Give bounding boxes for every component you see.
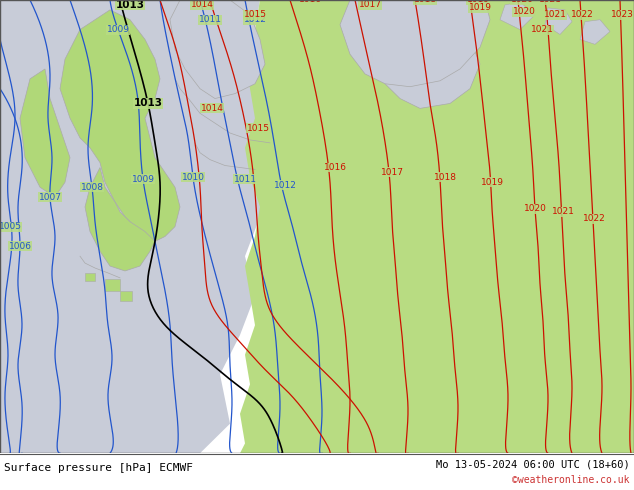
Text: ©weatheronline.co.uk: ©weatheronline.co.uk [512,475,630,485]
Polygon shape [85,168,155,271]
Text: 1009: 1009 [107,25,129,34]
Polygon shape [340,0,490,87]
Text: 1009: 1009 [131,175,155,184]
Text: 1016: 1016 [323,163,347,172]
Polygon shape [170,0,265,98]
Polygon shape [500,2,535,29]
Text: 1012: 1012 [273,181,297,190]
Polygon shape [240,0,634,453]
Text: 1019: 1019 [467,0,489,4]
Text: 1014: 1014 [191,0,214,9]
Polygon shape [545,8,572,34]
Text: 1013: 1013 [134,98,162,108]
Text: 1020: 1020 [512,7,536,16]
Text: 1020: 1020 [510,0,533,4]
Text: Surface pressure [hPa] ECMWF: Surface pressure [hPa] ECMWF [4,463,193,473]
Polygon shape [85,273,95,281]
Text: 1014: 1014 [200,104,223,113]
Text: 1019: 1019 [469,3,491,12]
Polygon shape [60,10,180,242]
Text: 1021: 1021 [538,0,562,4]
Text: 1021: 1021 [543,10,566,19]
Polygon shape [370,0,480,108]
Text: 1021: 1021 [552,207,574,217]
Text: 1005: 1005 [0,222,22,231]
Text: 1015: 1015 [247,123,269,133]
Text: 1023: 1023 [611,10,633,19]
Polygon shape [580,20,610,44]
Text: 1017: 1017 [380,168,403,177]
Text: 1007: 1007 [39,193,61,201]
Polygon shape [20,69,70,197]
Polygon shape [120,291,132,300]
Text: 1012: 1012 [243,15,266,24]
Text: 1016: 1016 [299,0,321,4]
Text: 1017: 1017 [358,0,382,9]
Text: 1015: 1015 [243,10,266,19]
Text: 1006: 1006 [8,242,32,251]
Text: 1021: 1021 [531,25,553,34]
Text: 1018: 1018 [434,173,456,182]
Text: 1019: 1019 [481,178,503,187]
Text: 1011: 1011 [198,15,221,24]
Text: 1020: 1020 [524,204,547,213]
Text: 1013: 1013 [115,0,145,10]
Text: 1022: 1022 [583,214,605,223]
Polygon shape [0,0,270,453]
Text: 1018: 1018 [413,0,436,4]
Text: 1010: 1010 [181,173,205,182]
Text: 1011: 1011 [233,175,257,184]
Polygon shape [105,279,120,291]
Text: Mo 13-05-2024 06:00 UTC (18+60): Mo 13-05-2024 06:00 UTC (18+60) [436,459,630,469]
Text: 1008: 1008 [81,183,103,192]
Text: 1022: 1022 [571,10,593,19]
